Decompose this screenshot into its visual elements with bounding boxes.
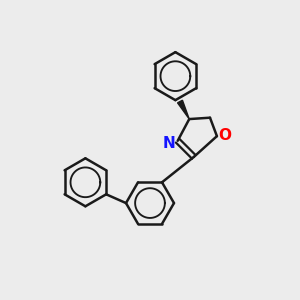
Text: O: O <box>219 128 232 143</box>
Polygon shape <box>178 100 189 119</box>
Text: N: N <box>163 136 176 151</box>
